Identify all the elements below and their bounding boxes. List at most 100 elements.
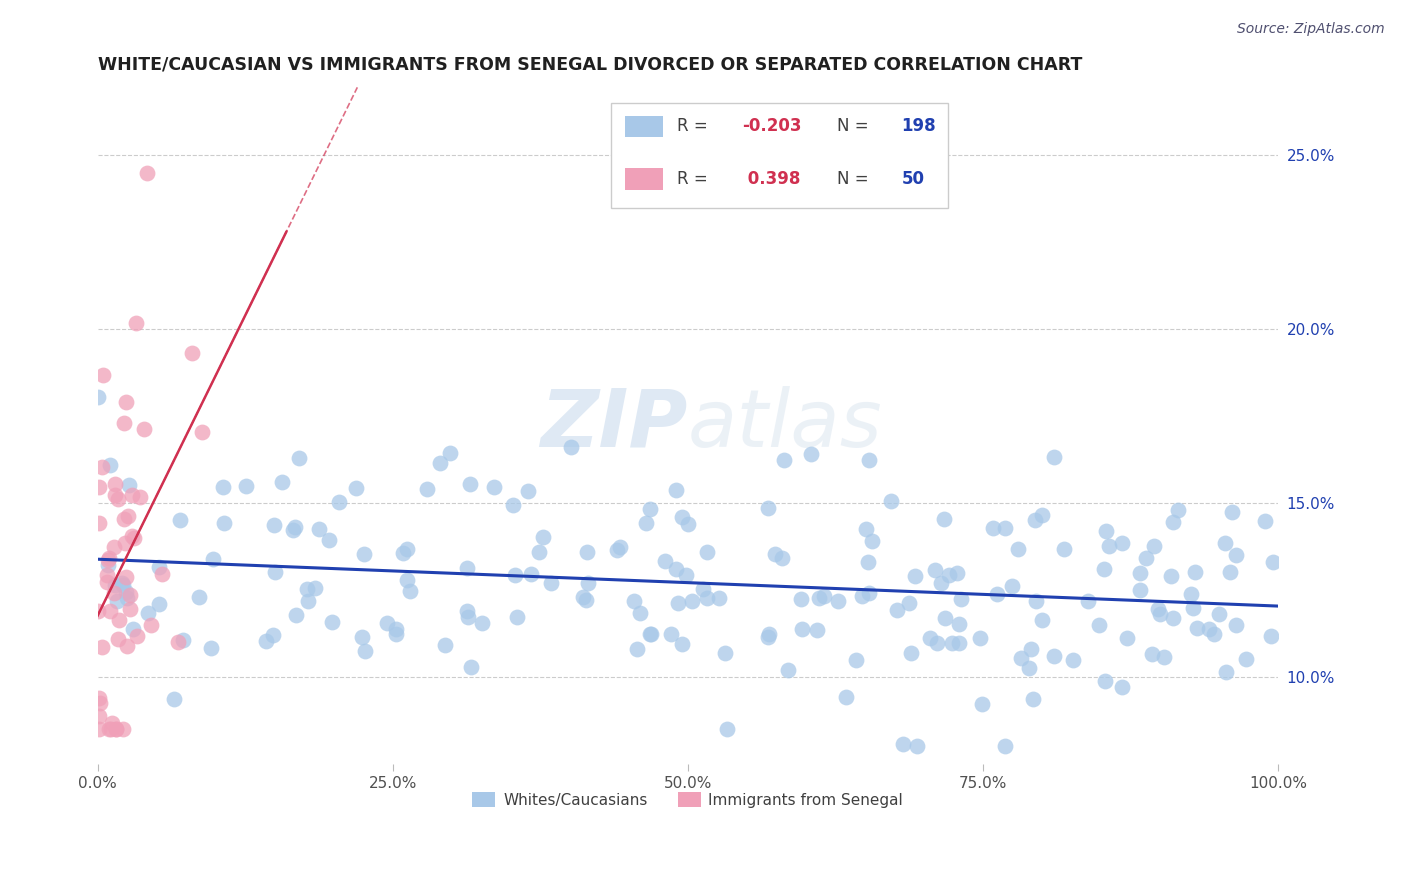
Point bbox=[354, 644, 377, 658]
Point bbox=[1146, 602, 1168, 616]
Point bbox=[756, 630, 779, 644]
Point bbox=[114, 536, 136, 550]
Point bbox=[862, 533, 884, 548]
Point bbox=[941, 635, 963, 649]
Point bbox=[212, 480, 235, 494]
Point bbox=[1149, 607, 1171, 621]
Point bbox=[118, 477, 141, 491]
Point bbox=[900, 647, 922, 661]
Point bbox=[1010, 651, 1032, 665]
Point bbox=[107, 613, 129, 627]
Point bbox=[1187, 621, 1209, 635]
Point bbox=[295, 582, 318, 596]
Point bbox=[1161, 611, 1184, 625]
Point bbox=[115, 395, 138, 409]
Point bbox=[502, 498, 524, 512]
Point bbox=[112, 578, 135, 592]
Point bbox=[756, 500, 779, 515]
Point bbox=[416, 482, 439, 496]
Point bbox=[986, 587, 1008, 601]
FancyBboxPatch shape bbox=[612, 103, 948, 208]
Point bbox=[396, 542, 419, 557]
Point bbox=[384, 622, 406, 636]
Point bbox=[623, 593, 645, 607]
Point bbox=[638, 502, 661, 516]
Point bbox=[115, 640, 138, 654]
Point bbox=[384, 626, 406, 640]
Point bbox=[1167, 502, 1189, 516]
Point bbox=[105, 593, 128, 607]
Point bbox=[103, 476, 125, 491]
Point bbox=[924, 563, 946, 577]
Point bbox=[778, 663, 800, 677]
Point bbox=[129, 490, 152, 504]
Point bbox=[790, 622, 813, 636]
Point bbox=[235, 478, 257, 492]
Point bbox=[807, 591, 830, 606]
Point bbox=[1088, 618, 1111, 632]
Point bbox=[503, 568, 526, 582]
Point bbox=[1140, 647, 1163, 661]
Text: -0.203: -0.203 bbox=[742, 118, 801, 136]
Point bbox=[91, 640, 114, 654]
Point bbox=[460, 660, 482, 674]
Point bbox=[682, 594, 704, 608]
Text: 0.398: 0.398 bbox=[742, 170, 800, 188]
Point bbox=[254, 634, 277, 648]
Point bbox=[1098, 539, 1121, 553]
Point bbox=[773, 453, 796, 467]
Point bbox=[654, 554, 676, 568]
Point bbox=[96, 558, 118, 572]
Point bbox=[659, 627, 682, 641]
Point bbox=[98, 722, 121, 736]
Point bbox=[91, 459, 114, 474]
Point bbox=[560, 440, 582, 454]
Point bbox=[111, 722, 134, 736]
Point bbox=[575, 545, 598, 559]
Point bbox=[456, 604, 478, 618]
Point bbox=[640, 627, 662, 641]
Point bbox=[1254, 514, 1277, 528]
Legend: Whites/Caucasians, Immigrants from Senegal: Whites/Caucasians, Immigrants from Seneg… bbox=[467, 786, 910, 814]
Point bbox=[696, 591, 718, 606]
Point bbox=[904, 569, 927, 583]
Point bbox=[1215, 665, 1237, 679]
Point bbox=[1007, 541, 1029, 556]
Point bbox=[1024, 513, 1046, 527]
Point bbox=[1024, 594, 1046, 608]
Point bbox=[121, 488, 143, 502]
Point bbox=[308, 522, 330, 536]
Point bbox=[172, 633, 194, 648]
Point bbox=[540, 575, 562, 590]
Point bbox=[284, 608, 307, 623]
Point bbox=[96, 567, 118, 582]
Point bbox=[434, 638, 457, 652]
Point bbox=[124, 531, 146, 545]
Point bbox=[576, 575, 599, 590]
Point bbox=[1161, 515, 1184, 529]
Point bbox=[87, 516, 110, 530]
Point bbox=[98, 604, 121, 618]
Point bbox=[572, 590, 595, 604]
Point bbox=[103, 540, 125, 554]
Point bbox=[1094, 674, 1116, 689]
Point bbox=[148, 559, 170, 574]
Point bbox=[891, 737, 914, 751]
Point bbox=[626, 641, 648, 656]
Point bbox=[457, 610, 479, 624]
Text: Source: ZipAtlas.com: Source: ZipAtlas.com bbox=[1237, 22, 1385, 37]
Point bbox=[1116, 631, 1139, 645]
Point bbox=[87, 708, 110, 723]
Point bbox=[969, 631, 991, 645]
Point bbox=[1219, 565, 1241, 579]
Point bbox=[851, 589, 873, 603]
Point bbox=[392, 546, 415, 560]
Point bbox=[318, 533, 340, 548]
Point bbox=[166, 634, 188, 648]
Point bbox=[789, 591, 811, 606]
Point bbox=[121, 623, 143, 637]
Point bbox=[111, 576, 134, 591]
Point bbox=[214, 516, 236, 530]
Point bbox=[396, 573, 419, 587]
Point bbox=[125, 316, 148, 330]
